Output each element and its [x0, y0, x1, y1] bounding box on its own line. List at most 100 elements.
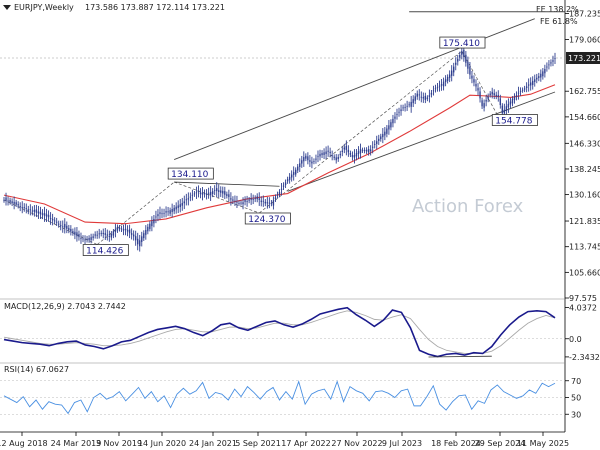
ohlc-label: 173.586 173.887 172.114 173.221	[85, 3, 225, 12]
rsi-line	[3, 380, 556, 415]
candle-body	[96, 234, 98, 236]
candle-body	[246, 201, 248, 202]
candle-body	[467, 61, 469, 69]
x-tick-label: 12 Aug 2018	[0, 439, 48, 448]
ema-line	[3, 84, 556, 225]
candle-body	[155, 216, 157, 218]
candle-body	[262, 200, 264, 202]
candle-body	[11, 201, 13, 204]
candle-body	[453, 66, 455, 73]
price-tick-label: 121.835	[569, 217, 600, 226]
candle-body	[329, 151, 331, 154]
macd-line	[3, 306, 556, 358]
candle-body	[272, 200, 275, 206]
candle-body	[252, 199, 254, 200]
candle-body	[495, 94, 497, 96]
candle-body	[232, 199, 234, 201]
candle-body	[205, 193, 208, 196]
candle-body	[82, 238, 84, 240]
candle-body	[434, 88, 437, 90]
candle-body	[463, 49, 465, 57]
candle-body	[126, 229, 129, 232]
candle-body	[505, 106, 508, 111]
candle-body	[461, 51, 463, 55]
x-tick-label: 24 Mar 2019	[51, 439, 102, 448]
candle-body	[422, 97, 425, 99]
rsi-panel	[0, 380, 565, 415]
candle-body	[45, 214, 48, 217]
candle-body	[523, 88, 526, 90]
candle-body	[260, 200, 262, 202]
candle-body	[68, 228, 70, 231]
candle-body	[398, 111, 400, 113]
candle-body	[147, 226, 149, 232]
candle-body	[527, 84, 530, 86]
candle-body	[485, 99, 487, 102]
macd-tick-label: -2.3432	[569, 353, 600, 362]
candle-body	[112, 231, 115, 236]
candle-body	[132, 234, 135, 237]
candle-body	[297, 166, 299, 171]
candle-body	[143, 233, 145, 239]
candle-body	[238, 203, 240, 204]
candle-body	[120, 228, 123, 230]
candle-body	[268, 202, 271, 204]
price-tick-label: 138.245	[569, 165, 600, 174]
candle-body	[66, 225, 68, 229]
candle-body	[426, 97, 429, 99]
candle-body	[187, 198, 190, 200]
candle-body	[337, 157, 339, 160]
candle-body	[191, 194, 194, 196]
price-tick-label: 162.755	[569, 87, 600, 96]
candle-body	[546, 66, 548, 68]
candle-body	[94, 234, 96, 236]
candle-body	[43, 213, 46, 216]
x-tick-label: 27 Nov 2022	[331, 439, 382, 448]
collapse-triangle-icon[interactable]	[3, 5, 11, 10]
macd-tick-label: 0.0	[569, 335, 582, 344]
candle-body	[149, 223, 151, 229]
candle-body	[469, 66, 471, 75]
candle-body	[151, 221, 153, 227]
candle-body	[209, 191, 212, 196]
candle-body	[367, 149, 370, 153]
candle-body	[471, 75, 473, 79]
candle-body	[76, 232, 78, 237]
candle-body	[173, 207, 175, 212]
swing-label-box	[167, 167, 214, 180]
candle-body	[386, 128, 388, 134]
candle-body	[60, 225, 62, 227]
candle-body	[207, 192, 210, 194]
zigzag-segment	[174, 181, 260, 214]
candle-body	[203, 193, 206, 195]
candle-body	[335, 157, 337, 161]
candle-body	[313, 161, 315, 162]
candle-body	[159, 212, 161, 214]
candle-body	[70, 228, 72, 232]
candle-body	[15, 202, 17, 205]
candle-body	[457, 58, 459, 62]
price-tick-label: 105.660	[569, 268, 600, 277]
candle-body	[521, 89, 524, 91]
candle-body	[487, 96, 489, 99]
candle-body	[31, 210, 34, 212]
last-price-label: 173.221	[566, 51, 600, 64]
candle-body	[349, 152, 352, 155]
candle-body	[374, 143, 376, 145]
candle-body	[392, 118, 394, 124]
rsi-tick-label: 70	[571, 377, 581, 386]
candle-body	[376, 141, 378, 144]
candle-body	[477, 88, 479, 91]
candle-body	[532, 80, 534, 85]
candle-body	[216, 188, 218, 192]
candle-body	[295, 169, 297, 175]
candle-body	[86, 238, 88, 240]
chart-frame	[0, 0, 566, 433]
candle-body	[517, 92, 520, 94]
candle-body	[345, 145, 348, 150]
last-price-text: 173.221	[568, 54, 600, 63]
candle-body	[359, 149, 362, 154]
candle-body	[353, 155, 356, 158]
